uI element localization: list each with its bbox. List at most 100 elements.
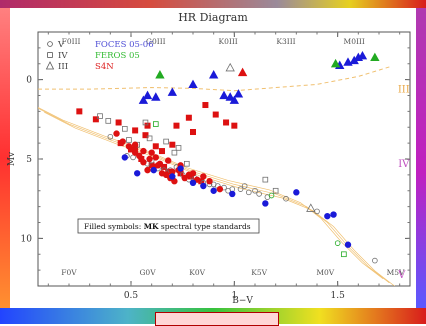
triangle-point <box>370 52 380 61</box>
dwarf-spectral-label: K5V <box>251 268 267 277</box>
square-point <box>223 119 230 126</box>
square-point <box>189 129 196 136</box>
square-point <box>175 145 182 151</box>
square-point <box>152 121 159 127</box>
annotation-box <box>77 218 260 234</box>
circle-point <box>146 155 153 163</box>
circle-point <box>246 189 252 196</box>
circle-point <box>133 170 141 177</box>
circle-point <box>189 179 197 187</box>
circle-point <box>131 141 139 148</box>
circle-point <box>262 200 269 207</box>
circle-point <box>206 178 213 185</box>
square-point <box>341 251 347 258</box>
luminosity-class-label: III <box>398 84 410 95</box>
main-sequence-curve <box>38 107 390 284</box>
circle-point <box>193 176 201 183</box>
circle-point <box>372 257 378 264</box>
dwarf-spectral-label: M5V <box>387 268 405 277</box>
circle-point <box>241 183 248 189</box>
square-point <box>202 102 209 109</box>
square-point <box>146 135 153 142</box>
circle-point <box>107 133 114 140</box>
triangle-point <box>138 95 149 104</box>
dwarf-spectral-label: F0V <box>61 268 77 277</box>
legend-triangle-symbol <box>45 61 55 70</box>
square-point <box>231 122 238 129</box>
square-point <box>122 126 128 132</box>
left-gradient-border <box>0 8 10 308</box>
giant-spectral-label: K3III <box>276 37 295 46</box>
chart-title: HR Diagram <box>178 11 248 24</box>
circle-point <box>225 187 231 194</box>
circle-point <box>256 191 262 197</box>
circle-point <box>283 195 289 202</box>
circle-point <box>158 170 166 177</box>
triangle-point <box>208 70 219 79</box>
circle-point <box>152 154 159 161</box>
circle-point <box>216 185 224 193</box>
square-point <box>272 187 279 194</box>
circle-point <box>121 154 128 161</box>
dwarf-spectral-label: M0V <box>316 268 334 277</box>
x-tick-label: 1.5 <box>331 291 346 301</box>
giant-spectral-label: K0III <box>219 37 238 46</box>
y-tick-label: 10 <box>21 234 33 244</box>
x-tick-label: 0.5 <box>124 291 139 301</box>
circle-point <box>140 147 147 155</box>
legend-symbol-label: IV <box>58 51 68 61</box>
data-points-group <box>76 50 380 264</box>
circle-point <box>237 186 244 192</box>
circle-point <box>268 192 275 199</box>
circle-point <box>113 130 120 137</box>
circle-point <box>119 138 126 145</box>
square-point <box>126 137 132 143</box>
y-tick-label: 5 <box>26 155 32 165</box>
circle-point <box>144 166 151 174</box>
square-point <box>173 122 180 129</box>
circle-point <box>330 211 337 218</box>
triangle-point <box>233 89 244 98</box>
giant-spectral-label: M0III <box>344 37 365 46</box>
luminosity-class-label: V <box>397 270 406 281</box>
circle-point <box>125 143 133 150</box>
circle-point <box>177 165 184 172</box>
circle-point <box>252 187 258 194</box>
square-point <box>163 138 169 145</box>
circle-point <box>200 182 207 190</box>
square-point <box>76 108 83 115</box>
annotation-text-part: Filled symbols: <box>84 222 144 231</box>
circle-point <box>344 241 352 248</box>
triangle-point <box>330 58 341 68</box>
circle-point <box>169 173 176 180</box>
square-point <box>115 119 122 126</box>
circle-point <box>140 158 147 166</box>
circle-point <box>131 149 139 156</box>
giant-spectral-label: G0III <box>146 37 166 46</box>
triangle-point <box>151 92 161 101</box>
x-axis-label: B−V <box>232 296 253 306</box>
triangle-point <box>306 203 316 212</box>
circle-point <box>293 189 300 196</box>
legend-source-label: FOCES 05-06 <box>95 40 154 50</box>
square-point <box>158 148 165 155</box>
square-point <box>183 160 190 167</box>
triangle-point <box>237 67 248 77</box>
circle-point <box>189 170 197 177</box>
circle-point <box>200 173 207 180</box>
square-point <box>161 163 168 170</box>
triangle-point <box>142 90 153 100</box>
x-tick-label: 1 <box>231 291 237 301</box>
dwarf-spectral-label: G0V <box>139 268 156 277</box>
square-point <box>142 132 149 139</box>
axes-group <box>38 32 410 286</box>
circle-point <box>210 181 217 188</box>
square-point <box>105 118 112 124</box>
circle-point <box>154 162 162 169</box>
circle-point <box>181 174 188 182</box>
top-gradient-border <box>0 0 426 8</box>
legend-symbol-label: V <box>57 40 65 50</box>
y-tick-label: 0 <box>26 76 32 86</box>
